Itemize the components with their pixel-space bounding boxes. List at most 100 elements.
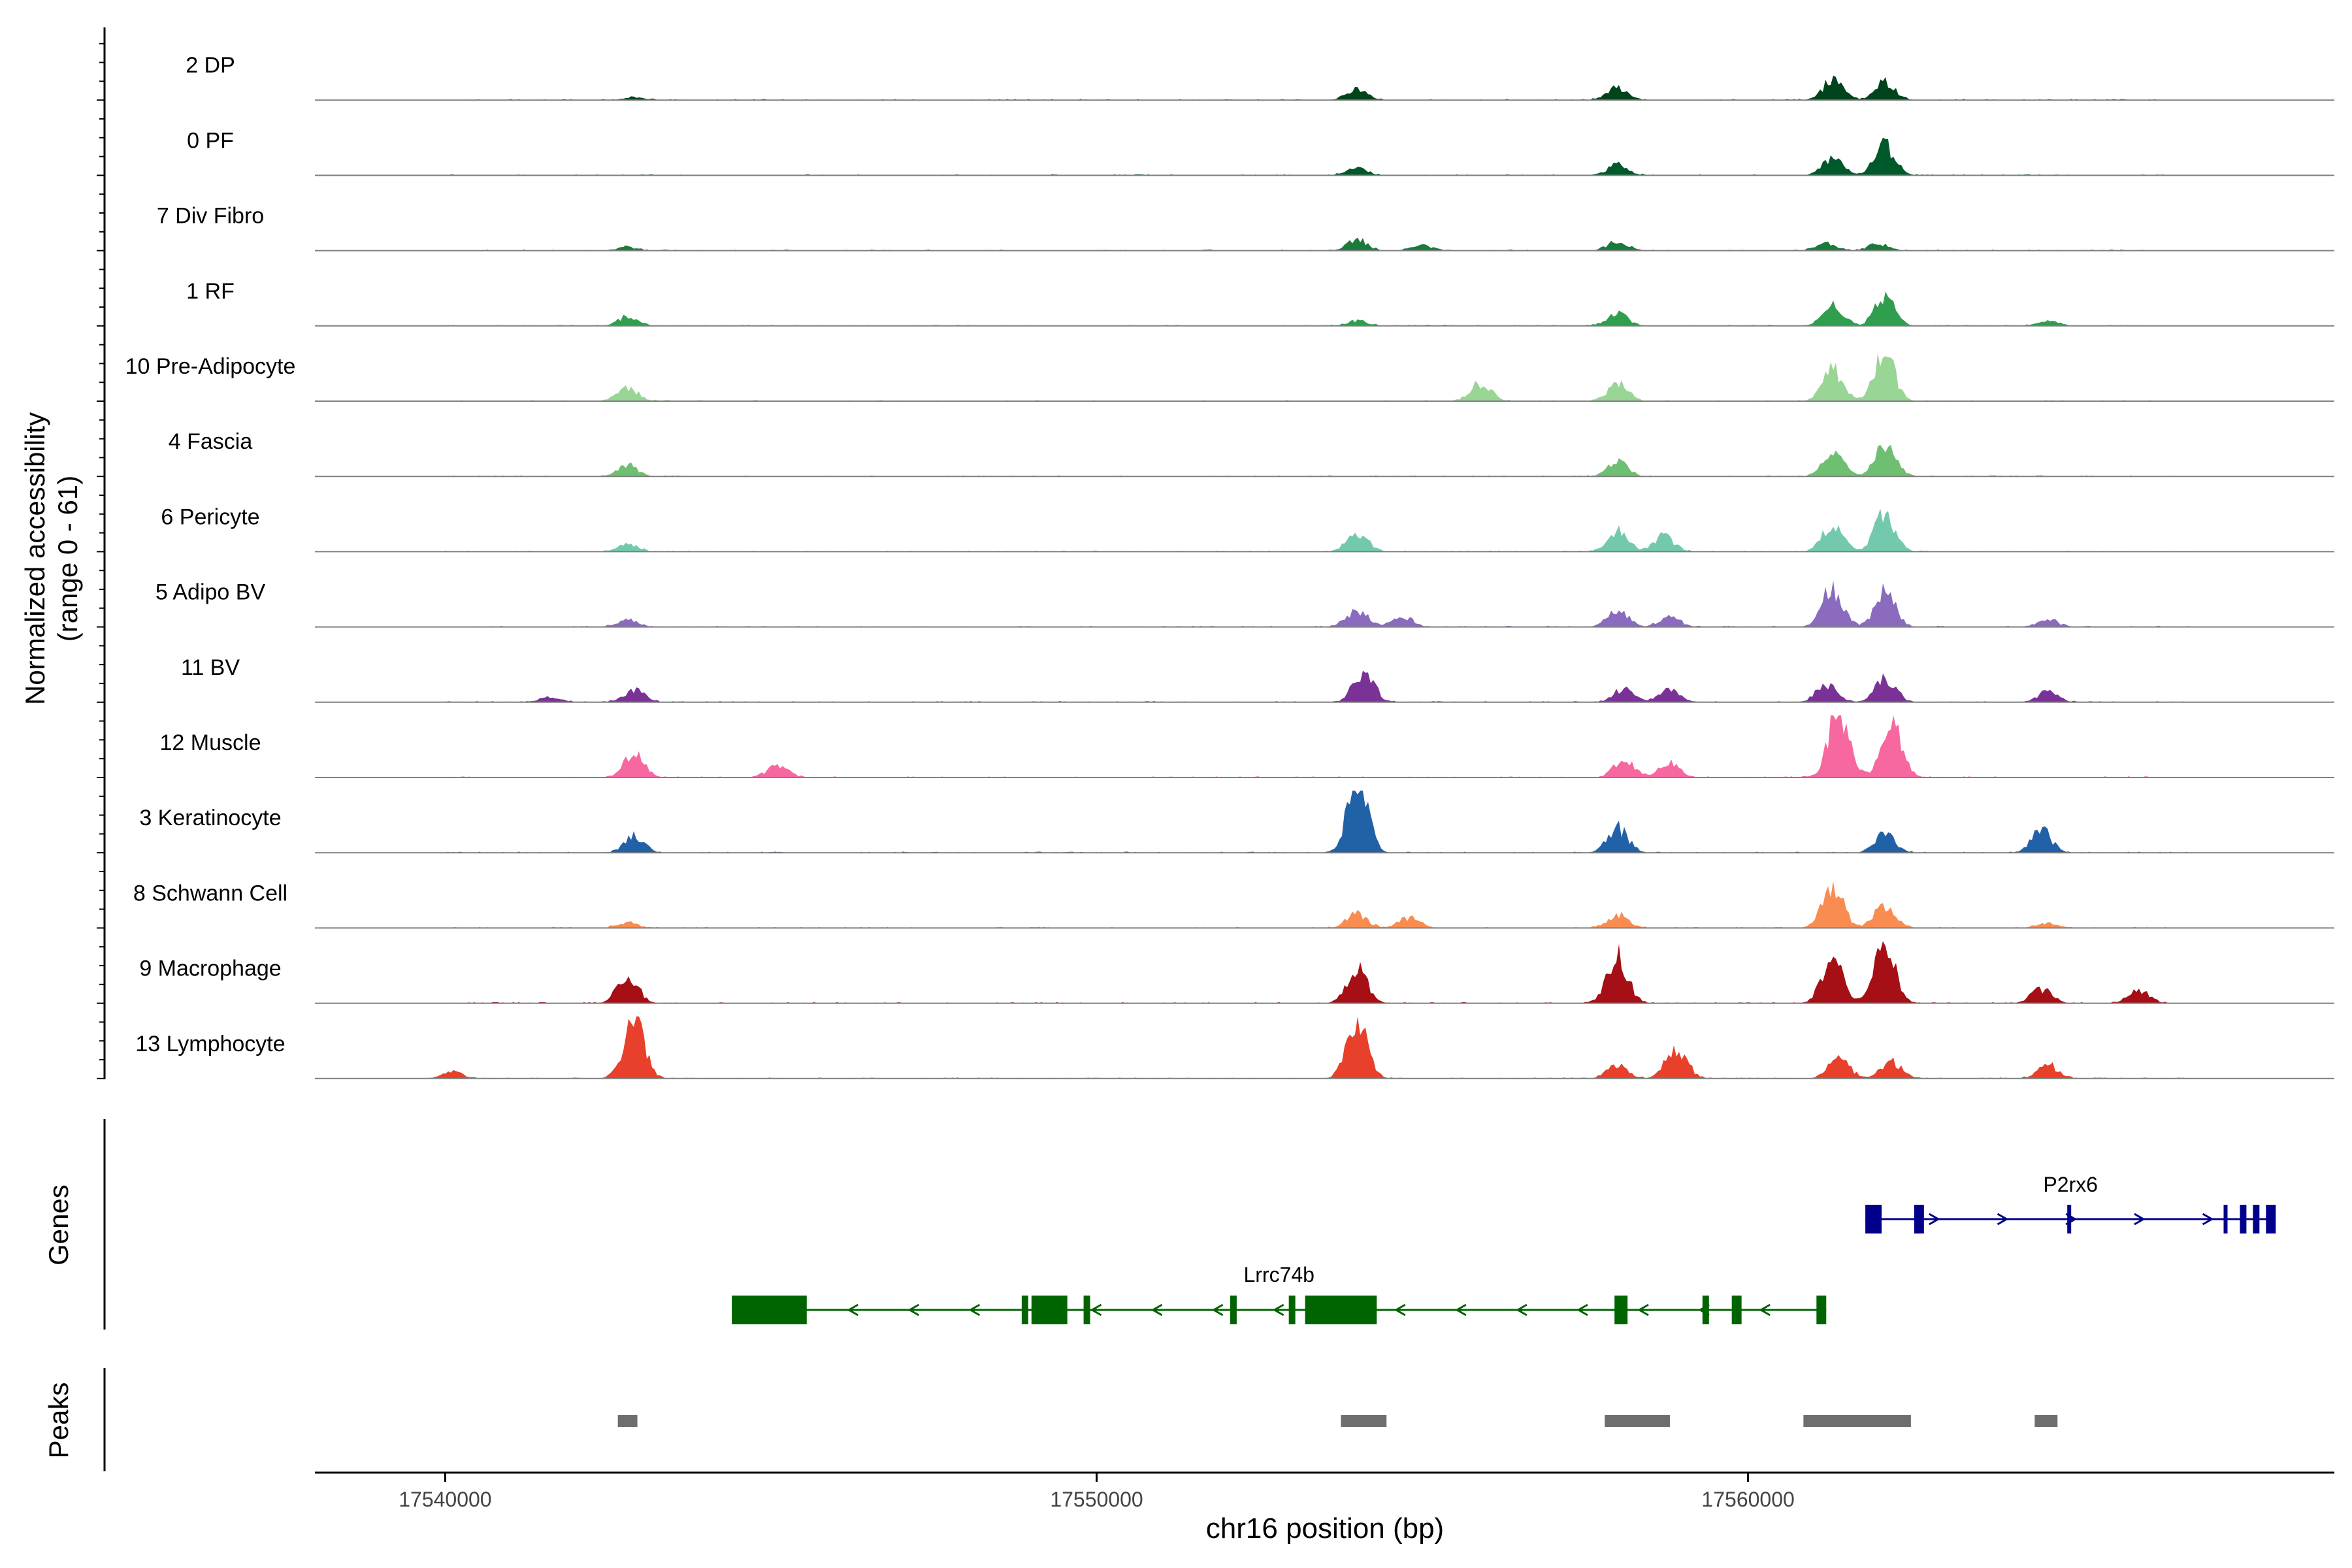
track-coverage-area bbox=[315, 237, 2334, 251]
gene-exon bbox=[2266, 1205, 2276, 1233]
track-coverage-area bbox=[315, 508, 2334, 552]
peaks-panel-label: Peaks bbox=[43, 1382, 74, 1459]
gene-strand-arrow bbox=[1211, 1303, 1224, 1316]
y-axis-label-line2: (range 0 - 61) bbox=[52, 476, 83, 642]
track-11-bv: 11 BV bbox=[181, 655, 2334, 703]
x-axis: chr16 position (bp) 17540000 17550000 1756… bbox=[315, 1471, 2334, 1544]
genes-panel-label: Genes bbox=[43, 1184, 74, 1266]
gene-exon bbox=[1021, 1296, 1028, 1324]
track-coverage-area bbox=[315, 791, 2334, 853]
track-2-dp: 2 DP bbox=[186, 53, 2334, 101]
track-label: 8 Schwann Cell bbox=[133, 881, 287, 906]
peak-region bbox=[617, 1415, 638, 1427]
gene-strand-arrow bbox=[1272, 1303, 1284, 1316]
gene-strand-arrow bbox=[1515, 1303, 1527, 1316]
gene-name-label: P2rx6 bbox=[2043, 1173, 2098, 1196]
track-label: 7 Div Fibro bbox=[157, 204, 264, 229]
track-coverage-area bbox=[315, 353, 2334, 401]
track-1-rf: 1 RF bbox=[186, 279, 2334, 327]
track-label: 0 PF bbox=[187, 128, 234, 153]
gene-exon bbox=[732, 1296, 807, 1324]
gene-strand-arrow bbox=[2202, 1213, 2214, 1226]
track-8-schwann-cell: 8 Schwann Cell bbox=[133, 881, 2334, 929]
track-label: 6 Pericyte bbox=[161, 504, 259, 529]
gene-exon bbox=[1865, 1205, 1882, 1233]
gene-strand-arrow bbox=[1090, 1303, 1102, 1316]
x-axis-tick-label: 17560000 bbox=[1701, 1488, 1794, 1511]
gene-exon bbox=[1083, 1296, 1090, 1324]
gene-exon bbox=[1288, 1296, 1296, 1324]
track-label: 1 RF bbox=[186, 279, 235, 304]
coverage-y-axis bbox=[97, 27, 106, 1079]
gene-exon bbox=[1305, 1296, 1377, 1324]
coverage-tracks: 2 DP 0 PF 7 Div Fibro 1 RF 10 Pre-Adipocyte 4… bbox=[125, 53, 2334, 1079]
gene-strand-arrow bbox=[2134, 1213, 2146, 1226]
track-10-pre-adipocyte: 10 Pre-Adipocyte bbox=[125, 353, 2334, 402]
y-axis-label-line1: Normalized accessibility bbox=[20, 412, 50, 705]
peak-region bbox=[2034, 1415, 2058, 1427]
track-coverage-area bbox=[315, 1016, 2334, 1079]
x-axis-tick-label: 17540000 bbox=[399, 1488, 491, 1511]
gene-exon bbox=[2067, 1205, 2072, 1233]
gene-strand-arrow bbox=[1394, 1303, 1406, 1316]
gene-exon bbox=[1816, 1296, 1827, 1324]
peak-region bbox=[1605, 1415, 1670, 1427]
gene-strand-arrow bbox=[968, 1303, 981, 1316]
track-12-muscle: 12 Muscle bbox=[160, 715, 2334, 778]
track-label: 2 DP bbox=[186, 53, 235, 78]
gene-strand-arrow bbox=[907, 1303, 920, 1316]
track-coverage-area bbox=[315, 881, 2334, 928]
gene-models: P2rx6 Lrrc74b bbox=[732, 1173, 2276, 1324]
peak-region bbox=[1341, 1415, 1387, 1427]
track-label: 4 Fascia bbox=[169, 429, 253, 454]
peaks-panel: Peaks bbox=[43, 1368, 2058, 1471]
gene-strand-arrow bbox=[1576, 1303, 1588, 1316]
gene-strand-arrow bbox=[1454, 1303, 1467, 1316]
gene-exon bbox=[1731, 1296, 1742, 1324]
gene-exon bbox=[1230, 1296, 1237, 1324]
track-coverage-area bbox=[315, 670, 2334, 702]
gene-lrrc74b: Lrrc74b bbox=[732, 1263, 1827, 1324]
track-coverage-area bbox=[315, 137, 2334, 176]
gene-name-label: Lrrc74b bbox=[1243, 1263, 1315, 1286]
gene-exon bbox=[2240, 1205, 2247, 1233]
track-label: 12 Muscle bbox=[160, 730, 261, 755]
gene-exon bbox=[1031, 1296, 1068, 1324]
gene-strand-arrow bbox=[1759, 1303, 1771, 1316]
track-5-adipo-bv: 5 Adipo BV bbox=[155, 580, 2334, 628]
peak-region bbox=[1803, 1415, 1911, 1427]
y-axis-label: Normalized accessibility (range 0 - 61) bbox=[20, 412, 83, 705]
gene-p2rx6: P2rx6 bbox=[1865, 1173, 2276, 1233]
gene-strand-arrow bbox=[1637, 1303, 1649, 1316]
track-coverage-area bbox=[315, 580, 2334, 627]
gene-exon bbox=[2223, 1205, 2228, 1233]
gene-exon bbox=[1614, 1296, 1628, 1324]
gene-strand-arrow bbox=[1997, 1213, 2009, 1226]
track-13-lymphocyte: 13 Lymphocyte bbox=[135, 1016, 2334, 1079]
x-axis-tick-label: 17550000 bbox=[1050, 1488, 1143, 1511]
track-label: 3 Keratinocyte bbox=[139, 806, 281, 830]
gene-exon bbox=[1702, 1296, 1709, 1324]
track-9-macrophage: 9 Macrophage bbox=[139, 941, 2334, 1004]
gene-strand-arrow bbox=[847, 1303, 859, 1316]
gene-exon bbox=[2253, 1205, 2260, 1233]
peak-regions bbox=[617, 1415, 2058, 1427]
track-7-div-fibro: 7 Div Fibro bbox=[157, 204, 2334, 252]
track-coverage-area bbox=[315, 715, 2334, 777]
track-0-pf: 0 PF bbox=[187, 128, 2334, 176]
track-4-fascia: 4 Fascia bbox=[169, 429, 2334, 478]
track-coverage-area bbox=[315, 941, 2334, 1004]
track-coverage-area bbox=[315, 444, 2334, 477]
genes-panel: Genes P2rx6 Lrrc74b bbox=[43, 1119, 2276, 1330]
gene-strand-arrow bbox=[1929, 1213, 1940, 1226]
track-label: 5 Adipo BV bbox=[155, 580, 266, 605]
track-label: 10 Pre-Adipocyte bbox=[125, 354, 296, 379]
gene-strand-arrow bbox=[1151, 1303, 1163, 1316]
gene-exon bbox=[1914, 1205, 1924, 1233]
track-3-keratinocyte: 3 Keratinocyte bbox=[139, 791, 2334, 854]
x-axis-title: chr16 position (bp) bbox=[1206, 1512, 1444, 1544]
track-label: 11 BV bbox=[181, 655, 240, 680]
track-label: 9 Macrophage bbox=[139, 956, 281, 981]
track-label: 13 Lymphocyte bbox=[135, 1032, 285, 1056]
